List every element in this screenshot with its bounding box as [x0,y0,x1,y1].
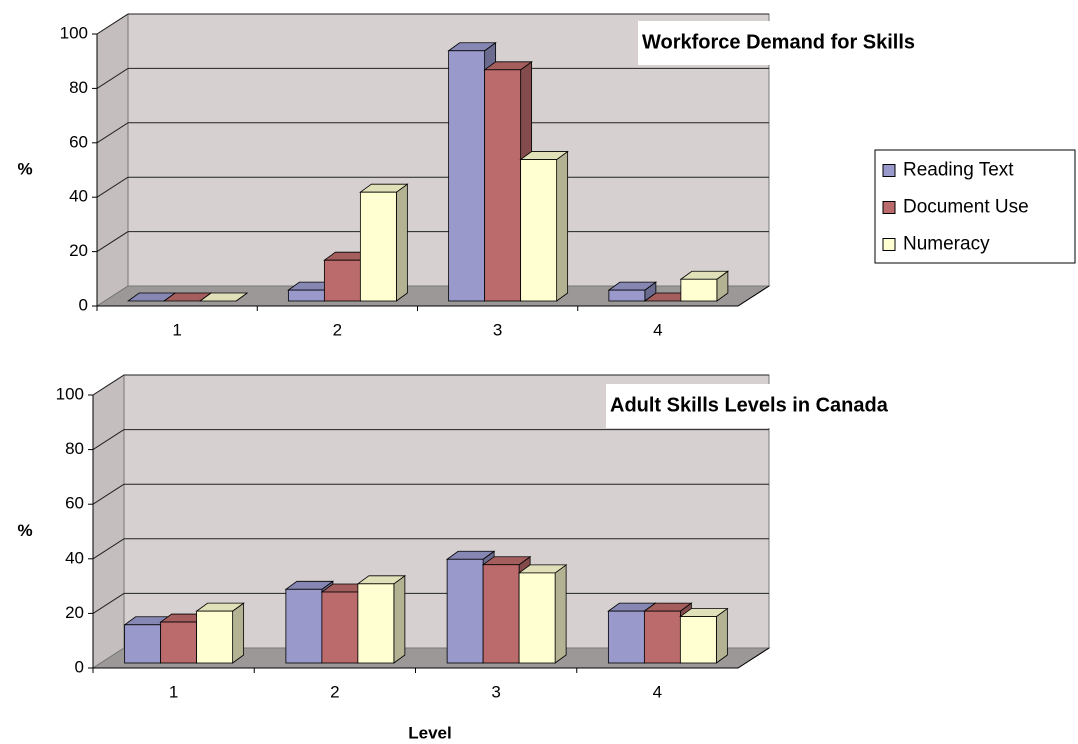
bar [160,621,198,664]
bar-side [395,183,408,302]
legend-swatch [882,238,896,251]
bar [196,610,234,664]
y-tick-label: 100 [56,384,84,403]
grid-line [96,122,129,144]
bar [608,289,646,302]
grid-line [96,67,129,89]
bar [679,616,717,664]
bar [357,583,395,664]
chart: 0 20 40 60 80 100 1 2 3 4 Workforce Demand for Ski… [17,13,1076,339]
x-tick-label: 3 [491,682,500,701]
chart-title: Adult Skills Levels in Canada [610,394,889,416]
grid-line [96,13,129,35]
y-axis-label: % [17,521,32,540]
bar-side [715,607,728,664]
x-tick-label: 2 [333,320,342,339]
y-tick-label: 80 [65,439,84,458]
bar [484,69,522,302]
y-tick-label: 40 [69,187,88,206]
bar [359,191,397,302]
x-tick-label: 2 [330,682,339,701]
bar [446,558,484,664]
y-tick-label: 40 [65,548,84,567]
bar [321,591,359,664]
legend-label: Reading Text [903,160,1014,181]
y-tick-label: 100 [60,23,88,42]
y-tick-label: 20 [65,603,84,622]
chart: 0 20 40 60 80 100 1 2 3 4 Adult Skills Levels in C… [17,374,889,742]
bar [518,572,556,664]
y-tick-label: 60 [69,132,88,151]
grid-line [96,231,129,253]
bar [643,610,681,664]
bar [482,564,520,664]
title-box [638,21,770,65]
bar [287,289,325,302]
legend-box [874,149,1076,264]
grid-line [96,176,129,198]
legend-swatch [882,164,896,177]
y-tick-label: 0 [75,657,84,676]
legend-label: Numeracy [903,234,990,255]
bar [323,259,361,302]
y-axis-label: % [17,159,32,178]
x-tick-label: 4 [653,320,662,339]
bar [448,50,486,302]
grid-line [92,483,125,505]
y-tick-label: 80 [69,78,88,97]
grid-line [92,374,125,396]
bar [285,588,323,664]
bar [607,610,645,664]
grid-line [92,429,125,451]
legend-swatch [882,201,896,214]
bar [124,624,162,664]
chart-title: Workforce Demand for Skills [642,31,915,53]
side-wall [92,374,125,669]
x-tick-label: 1 [169,682,178,701]
bar-side [556,150,569,302]
y-tick-label: 20 [69,241,88,260]
x-tick-label: 4 [653,682,662,701]
bar-side [232,602,245,664]
x-axis-label: Level [408,723,451,742]
bar-side [554,564,567,664]
y-tick-label: 0 [79,295,88,314]
grid-line [92,538,125,560]
side-wall [96,13,129,307]
x-axis-end [737,285,770,307]
x-axis-end [737,647,770,669]
bar [680,278,718,302]
y-tick-label: 60 [65,494,84,513]
bar-top [198,292,249,302]
x-tick-label: 1 [172,320,181,339]
bar [520,159,558,302]
x-tick-label: 3 [493,320,502,339]
title-box [606,384,770,428]
legend-label: Document Use [903,197,1029,218]
grid-line [92,592,125,614]
bar-side [393,575,406,664]
